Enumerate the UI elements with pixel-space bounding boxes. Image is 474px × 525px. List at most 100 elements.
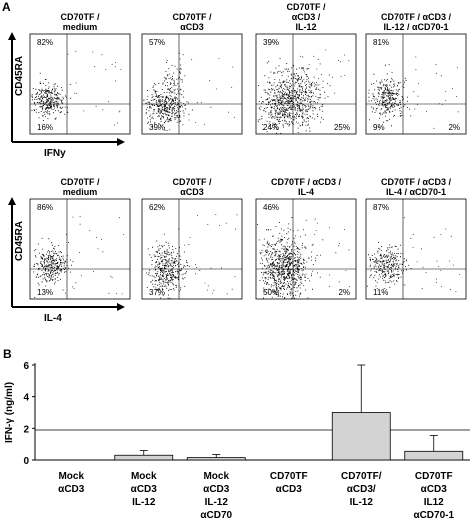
- quadrant-lower-left: 37%: [149, 288, 165, 297]
- flow-plot: CD70TF /medium 86% 13%: [29, 177, 131, 300]
- flow-plot: CD70TF /αCD3 /IL-12 39% 24% 25%: [255, 2, 357, 135]
- scatter-dots: [257, 217, 350, 299]
- plot-frame: [365, 33, 467, 135]
- plot-title: CD70TF / αCD3 /: [381, 12, 452, 22]
- plot-title: CD70TF /: [60, 12, 100, 22]
- x-arrow-head: [117, 138, 125, 146]
- scatter-dots: [368, 56, 459, 129]
- plot-frame: [29, 33, 131, 135]
- plot-title: IL-4 / αCD70-1: [386, 187, 446, 197]
- quadrant-upper-left: 46%: [263, 203, 279, 212]
- quadrant-lower-left: 11%: [373, 288, 388, 297]
- y-arrow-head: [8, 32, 16, 40]
- bar: [186, 457, 246, 461]
- flow-plot: CD70TF / αCD3 /IL-4 46% 50% 2%: [255, 177, 357, 300]
- y-tick-label: 4: [23, 393, 29, 404]
- quadrant-upper-left: 81%: [373, 38, 389, 47]
- panel-a-letter: A: [2, 0, 11, 14]
- flow-plot: CD70TF / αCD3 /IL-12 / αCD70-1 81% 9% 2%: [365, 12, 467, 135]
- quadrant-lower-left: 13%: [37, 288, 53, 297]
- category-label: IL-12: [132, 497, 156, 508]
- category-label: IL-12: [350, 497, 374, 508]
- plot-title: CD70TF /: [286, 2, 326, 12]
- panel-b: B 0 2 4 6 IFN-γ (ng/ml) Mock αCD3 Mock αCD3 IL-12…: [3, 347, 470, 521]
- bar: [114, 454, 174, 461]
- y-axis-title: IFN-γ (ng/ml): [4, 382, 15, 443]
- plot-title: CD70TF /: [60, 177, 100, 187]
- category-label: CD70TF: [270, 471, 308, 482]
- quadrant-upper-left: 57%: [149, 38, 165, 47]
- plot-title: IL-4: [298, 187, 314, 197]
- category-label: αCD3: [203, 484, 230, 495]
- plot-frame: [365, 198, 467, 300]
- quadrant-lower-left: 24%: [263, 123, 279, 132]
- quadrant-lower-left: 50%: [263, 288, 279, 297]
- category-label: IL12: [424, 497, 444, 508]
- x-axis-label: IFNy: [44, 148, 66, 159]
- plot-title: CD70TF /: [172, 177, 212, 187]
- quadrant-lower-left: 16%: [37, 123, 53, 132]
- quadrant-upper-left: 62%: [149, 203, 165, 212]
- plot-title: αCD3 /: [292, 12, 321, 22]
- x-axis-arrow: IFNy: [12, 138, 125, 159]
- scatter-dots: [143, 52, 235, 131]
- category-label: αCD3: [421, 484, 448, 495]
- flow-plot: CD70TF /αCD3 57% 39%: [141, 12, 243, 135]
- category-label: Mock: [58, 471, 84, 482]
- quadrant-lower-right: 2%: [338, 288, 350, 297]
- plot-title: αCD3: [180, 22, 204, 32]
- quadrant-lower-left: 39%: [149, 123, 165, 132]
- category-label: αCD3: [131, 484, 158, 495]
- y-tick-label: 0: [23, 456, 29, 467]
- category-label: IL-12: [205, 497, 229, 508]
- plot-title: CD70TF /: [172, 12, 212, 22]
- category-label: αCD3/: [347, 484, 376, 495]
- bar: [331, 412, 391, 461]
- y-axis-label: CD45RA: [14, 221, 25, 261]
- y-tick-label: 2: [23, 424, 29, 435]
- plot-title: CD70TF / αCD3 /: [271, 177, 342, 187]
- plot-frame: [141, 33, 243, 135]
- y-axis-arrow: CD45RA: [8, 32, 25, 142]
- flow-plot: CD70TF / αCD3 /IL-4 / αCD70-1 87% 11%: [365, 177, 467, 300]
- plot-frame: [29, 198, 131, 300]
- y-tick-label: 6: [23, 361, 29, 372]
- x-axis-label: IL-4: [44, 313, 62, 324]
- category-label: αCD70-1: [413, 510, 454, 520]
- plot-frame: [141, 198, 243, 300]
- scatter-dots: [33, 215, 124, 298]
- category-label: CD70TF/: [341, 471, 382, 482]
- quadrant-upper-left: 86%: [37, 203, 53, 212]
- y-axis-arrow: CD45RA: [8, 197, 25, 307]
- category-label: αCD3: [276, 484, 303, 495]
- plot-frame: [255, 33, 357, 135]
- panel-b-letter: B: [3, 347, 12, 361]
- category-label: αCD70: [200, 510, 232, 520]
- quadrant-lower-left: 9%: [373, 123, 385, 132]
- plot-title: medium: [63, 22, 98, 32]
- category-label: αCD3: [58, 484, 85, 495]
- plot-frame: [255, 198, 357, 300]
- x-arrow-head: [117, 303, 125, 311]
- scatter-dots: [367, 217, 460, 292]
- plot-title: IL-12 / αCD70-1: [383, 22, 448, 32]
- category-label: Mock: [131, 471, 157, 482]
- plot-title: IL-12: [295, 22, 316, 32]
- category-label: CD70TF: [415, 471, 453, 482]
- quadrant-lower-right: 2%: [448, 123, 460, 132]
- scatter-dots: [257, 49, 350, 134]
- y-arrow-head: [8, 197, 16, 205]
- y-axis-label: CD45RA: [14, 56, 25, 96]
- quadrant-upper-left: 87%: [373, 203, 389, 212]
- bar: [404, 450, 464, 461]
- quadrant-upper-left: 39%: [263, 38, 279, 47]
- plot-title: medium: [63, 187, 98, 197]
- quadrant-lower-right: 25%: [334, 123, 350, 132]
- category-label: Mock: [203, 471, 229, 482]
- flow-plot: CD70TF /αCD3 62% 37%: [141, 177, 243, 300]
- scatter-dots: [31, 50, 122, 126]
- plot-title: αCD3: [180, 187, 204, 197]
- flow-plot: CD70TF /medium 82% 16%: [29, 12, 131, 135]
